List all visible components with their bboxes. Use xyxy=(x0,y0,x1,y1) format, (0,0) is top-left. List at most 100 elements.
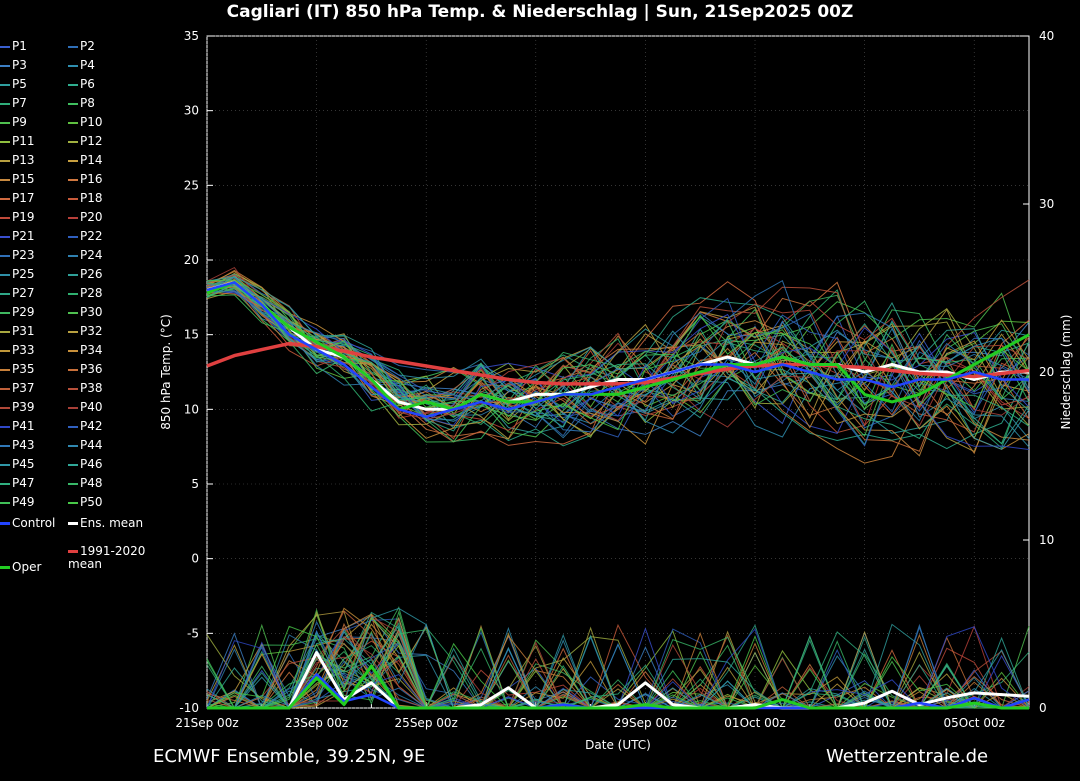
legend-item-p18: P18 xyxy=(68,190,103,206)
member-temp-line xyxy=(206,282,1030,442)
legend-swatch xyxy=(68,64,78,67)
legend-item-p37: P37 xyxy=(0,380,35,396)
legend-swatch xyxy=(68,121,78,124)
legend-swatch xyxy=(0,349,10,352)
legend-label: Oper xyxy=(12,560,42,574)
legend-item-p48: P48 xyxy=(68,475,103,491)
legend-label: P34 xyxy=(80,343,103,357)
legend-label: P10 xyxy=(80,115,103,129)
legend-swatch xyxy=(0,45,10,48)
legend-label: P11 xyxy=(12,134,35,148)
legend-swatch xyxy=(0,311,10,314)
legend-swatch xyxy=(68,197,78,200)
y-tick-label: 20 xyxy=(184,253,199,267)
legend-item-p22: P22 xyxy=(68,228,103,244)
legend-item-p41: P41 xyxy=(0,418,35,434)
legend-swatch xyxy=(68,482,78,485)
legend-swatch xyxy=(68,254,78,257)
x-tick-label: 21Sep 00z xyxy=(175,716,238,730)
legend-swatch xyxy=(0,463,10,466)
y-axis-label: 850 hPa Temp. (°C) xyxy=(159,314,173,430)
legend-item-p33: P33 xyxy=(0,342,35,358)
legend-swatch xyxy=(0,330,10,333)
x-tick-label: 03Oct 00z xyxy=(834,716,895,730)
legend-label: P33 xyxy=(12,343,35,357)
legend-label: P40 xyxy=(80,400,103,414)
y-axis-right: 0 10 20 30 40 xyxy=(1023,29,1054,715)
legend-item-p43: P43 xyxy=(0,437,35,453)
legend-swatch xyxy=(0,64,10,67)
oper-temp-line xyxy=(206,280,1030,411)
legend-label: P45 xyxy=(12,457,35,471)
legend-swatch xyxy=(68,140,78,143)
y-tick-label: 25 xyxy=(184,178,199,192)
legend-swatch xyxy=(0,522,10,525)
legend-item-p35: P35 xyxy=(0,361,35,377)
legend-swatch xyxy=(0,178,10,181)
legend-swatch xyxy=(0,102,10,105)
legend-label: P30 xyxy=(80,305,103,319)
legend-swatch xyxy=(0,235,10,238)
legend-label: P9 xyxy=(12,115,27,129)
oper-precip-line xyxy=(207,664,1029,710)
legend-label: P39 xyxy=(12,400,35,414)
legend-label: P19 xyxy=(12,210,35,224)
y-tick-label: 10 xyxy=(184,402,199,416)
legend-swatch xyxy=(68,178,78,181)
legend-label: P50 xyxy=(80,495,103,509)
legend-swatch xyxy=(0,292,10,295)
x-tick-label: 01Oct 00z xyxy=(724,716,785,730)
x-tick-label: 25Sep 00z xyxy=(395,716,458,730)
legend-item-p45: P45 xyxy=(0,456,35,472)
legend-label: P6 xyxy=(80,77,95,91)
legend-item-p44: P44 xyxy=(68,437,103,453)
y-tick-label: -10 xyxy=(179,701,199,715)
y-tick-label: 35 xyxy=(184,29,199,43)
member-temp-line xyxy=(206,266,1030,428)
legend-item-p7: P7 xyxy=(0,95,27,111)
y2-tick-label: 20 xyxy=(1039,365,1054,379)
legend-label: P41 xyxy=(12,419,35,433)
legend-swatch xyxy=(0,83,10,86)
legend-label: P2 xyxy=(80,39,95,53)
legend-item-p49: P49 xyxy=(0,494,35,510)
legend-swatch xyxy=(0,501,10,504)
y2-tick-label: 0 xyxy=(1039,701,1047,715)
legend-label: P8 xyxy=(80,96,95,110)
legend-label: P36 xyxy=(80,362,103,376)
footer-source: ECMWF Ensemble, 39.25N, 9E xyxy=(153,746,426,767)
member-temp-line xyxy=(206,278,1030,427)
legend-item-p46: P46 xyxy=(68,456,103,472)
legend-swatch xyxy=(0,566,10,569)
highlighted-series xyxy=(206,280,1030,710)
legend-item-p19: P19 xyxy=(0,209,35,225)
legend-label: P5 xyxy=(12,77,27,91)
legend-item-p17: P17 xyxy=(0,190,35,206)
legend-item-p14: P14 xyxy=(68,152,103,168)
legend-item-oper: Oper xyxy=(0,559,41,575)
y-tick-label: 15 xyxy=(184,328,199,342)
member-temp-line xyxy=(206,283,1030,450)
legend-item-ens-mean: Ens. mean xyxy=(68,515,143,531)
legend-item-p47: P47 xyxy=(0,475,35,491)
legend-label: P13 xyxy=(12,153,35,167)
legend-item-p40: P40 xyxy=(68,399,103,415)
legend-swatch xyxy=(0,197,10,200)
legend-swatch xyxy=(68,273,78,276)
legend-label: P26 xyxy=(80,267,103,281)
member-temp-line xyxy=(206,294,1030,443)
legend-swatch xyxy=(68,235,78,238)
legend-swatch xyxy=(68,463,78,466)
legend-item-p15: P15 xyxy=(0,171,35,187)
legend-label: P23 xyxy=(12,248,35,262)
legend-item-p50: P50 xyxy=(68,494,103,510)
legend-label: P49 xyxy=(12,495,35,509)
ensemble-members xyxy=(206,266,1030,710)
legend-swatch xyxy=(68,45,78,48)
legend-label: P48 xyxy=(80,476,103,490)
legend-item-p34: P34 xyxy=(68,342,103,358)
legend-label: P17 xyxy=(12,191,35,205)
legend-label: P38 xyxy=(80,381,103,395)
legend-label: P32 xyxy=(80,324,103,338)
legend-label: P4 xyxy=(80,58,95,72)
